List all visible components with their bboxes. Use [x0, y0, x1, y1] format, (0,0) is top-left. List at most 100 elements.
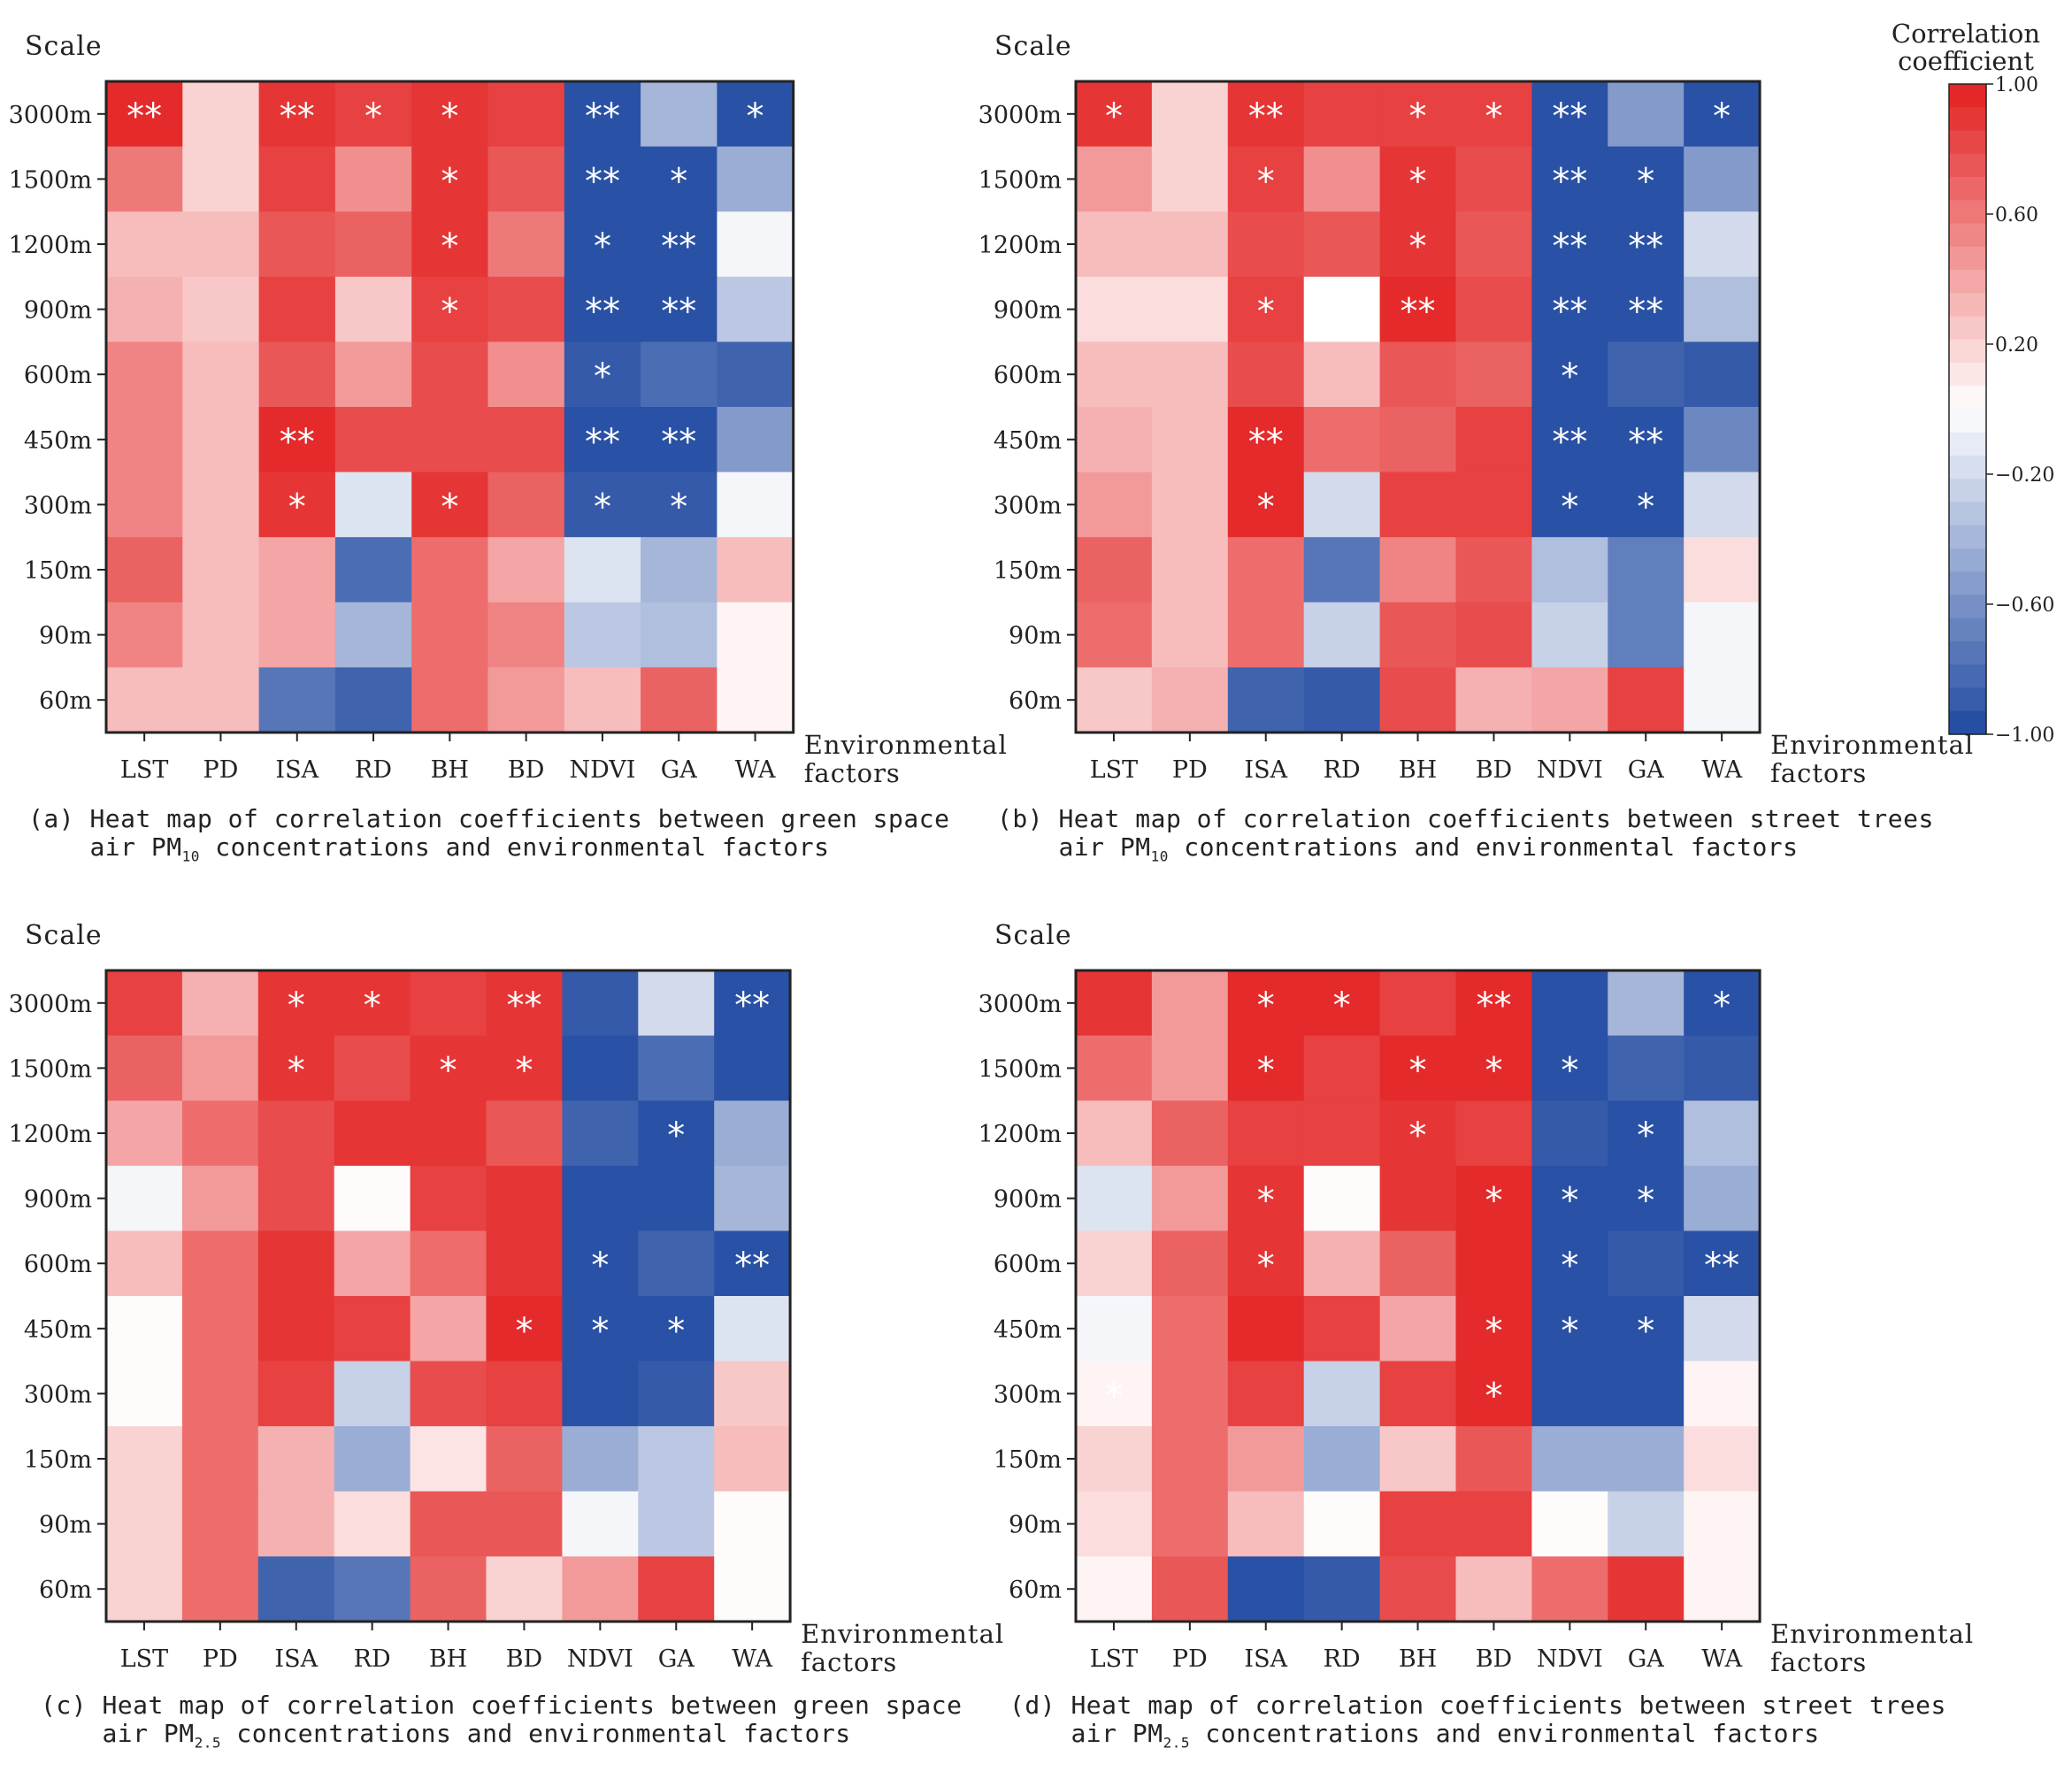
- heatmap-cell: [182, 667, 260, 733]
- caption-c-subscript: 2.5: [194, 1734, 221, 1752]
- significance-mark: *: [1485, 1311, 1502, 1352]
- heatmap-cell: [487, 472, 565, 538]
- heatmap-cell: [1531, 211, 1608, 278]
- heatmap-cell: [1227, 970, 1305, 1037]
- heatmap-cell: [562, 1556, 639, 1622]
- heatmap-cell: [334, 1100, 411, 1167]
- heatmap-cell: [1076, 1426, 1153, 1492]
- heatmap-cell: [106, 602, 183, 668]
- colorbar-swatch: [1949, 200, 1986, 225]
- colorbar-tick-label: 0.20: [1995, 334, 2038, 357]
- significance-mark: *: [365, 96, 382, 137]
- x-tick-label: GA: [661, 756, 698, 784]
- heatmap-cell: [1608, 537, 1684, 603]
- x-tick-label: NDVI: [1537, 1645, 1603, 1673]
- significance-mark: *: [1105, 96, 1123, 137]
- heatmap-cell: [1531, 537, 1608, 603]
- x-axis-title-line1: Environmental: [804, 730, 1008, 760]
- colorbar-swatch: [1949, 479, 1986, 503]
- heatmap-cell: [106, 1035, 183, 1101]
- heatmap-cell: [181, 970, 259, 1037]
- heatmap-cell: [641, 667, 718, 733]
- heatmap-cell: [410, 1165, 487, 1231]
- significance-mark: *: [364, 985, 381, 1026]
- significance-mark: *: [1637, 1181, 1654, 1222]
- heatmap-cell: [334, 1231, 411, 1297]
- heatmap-cell: [562, 970, 639, 1037]
- y-tick-label: 150m: [24, 1446, 92, 1474]
- heatmap-cell: [106, 407, 183, 473]
- colorbar-swatch: [1949, 84, 1986, 108]
- heatmap-cell: [1151, 472, 1229, 538]
- heatmap-cell: [1684, 211, 1761, 278]
- significance-mark: *: [667, 1311, 685, 1352]
- x-tick-label: LST: [120, 756, 168, 784]
- colorbar-swatch: [1949, 386, 1986, 410]
- heatmap-cell: [1455, 602, 1532, 668]
- heatmap-cell: [410, 1100, 487, 1167]
- significance-mark: **: [1476, 985, 1511, 1026]
- colorbar-frame: [1948, 83, 1987, 735]
- heatmap-cell: [410, 1491, 487, 1557]
- heatmap-cell: [1684, 81, 1761, 148]
- heatmap-cell: [106, 970, 183, 1037]
- x-axis-title-line2: factors: [801, 1647, 897, 1677]
- heatmap-cell: [334, 667, 412, 733]
- colorbar-swatch: [1949, 525, 1986, 549]
- y-tick-label: 900m: [994, 297, 1062, 325]
- heatmap-cell: [562, 1426, 639, 1492]
- heatmap-cell: [1531, 1361, 1608, 1427]
- heatmap-cell: [1303, 1100, 1381, 1167]
- heatmap-cell: [1531, 472, 1608, 538]
- significance-mark: *: [441, 226, 458, 267]
- heatmap-cell: [1076, 537, 1153, 603]
- heatmap-cell: [1379, 1165, 1457, 1231]
- colorbar-swatch: [1949, 502, 1986, 526]
- heatmap-cell: [181, 1165, 259, 1231]
- heatmap-cell: [487, 211, 565, 278]
- heatmap-cell: [562, 1231, 639, 1297]
- significance-mark: **: [1552, 292, 1587, 333]
- colorbar-swatch: [1949, 687, 1986, 712]
- heatmap-cell: [181, 1556, 259, 1622]
- heatmap-cell: [106, 81, 183, 148]
- heatmap-cell: [1151, 1296, 1229, 1362]
- heatmap-cell: [1151, 1426, 1229, 1492]
- heatmap-cell: [257, 1100, 335, 1167]
- significance-mark: *: [1257, 985, 1275, 1026]
- heatmap-cell: [564, 667, 641, 733]
- heatmap-cell: [411, 146, 489, 212]
- significance-mark: *: [1561, 1246, 1578, 1286]
- caption-d-line2-end: concentrations and environmental factors: [1190, 1719, 1820, 1748]
- y-tick-label: 1500m: [9, 166, 92, 194]
- heatmap-cell: [1303, 341, 1381, 408]
- heatmap-cell: [1227, 1231, 1305, 1297]
- heatmap-cell: [1303, 1035, 1381, 1101]
- heatmap-cell: [487, 407, 565, 473]
- y-tick-label: 60m: [39, 687, 92, 715]
- heatmap-cell: [106, 667, 183, 733]
- x-tick-label: BH: [431, 756, 469, 784]
- heatmap-cell: [714, 1426, 791, 1492]
- heatmap-cell: [1455, 276, 1532, 342]
- colorbar-swatch: [1949, 594, 1986, 619]
- heatmap-cell: [564, 276, 641, 342]
- heatmap-cell: [717, 472, 794, 538]
- significance-mark: *: [515, 1311, 533, 1352]
- x-tick-label: LST: [1090, 756, 1138, 784]
- heatmap-cell: [1455, 146, 1532, 212]
- significance-mark: *: [1637, 487, 1654, 527]
- y-tick-label: 450m: [994, 1316, 1062, 1344]
- heatmap-cell: [411, 341, 489, 408]
- heatmap-cell: [182, 341, 260, 408]
- heatmap-cell: [1455, 1491, 1532, 1557]
- heatmap-cell: [1227, 407, 1305, 473]
- caption-a: (a) Heat map of correlation coefficients…: [28, 805, 949, 871]
- heatmap-cell: [1455, 1100, 1532, 1167]
- heatmap-cell: [334, 537, 412, 603]
- y-tick-label: 1200m: [978, 1121, 1062, 1148]
- significance-mark: *: [1257, 487, 1275, 527]
- heatmap-panel-d: * * ** ** * * ** ** * * ** * *** * ** *3000m1500m1200m9…: [978, 920, 1973, 1677]
- heatmap-cell: [714, 970, 791, 1037]
